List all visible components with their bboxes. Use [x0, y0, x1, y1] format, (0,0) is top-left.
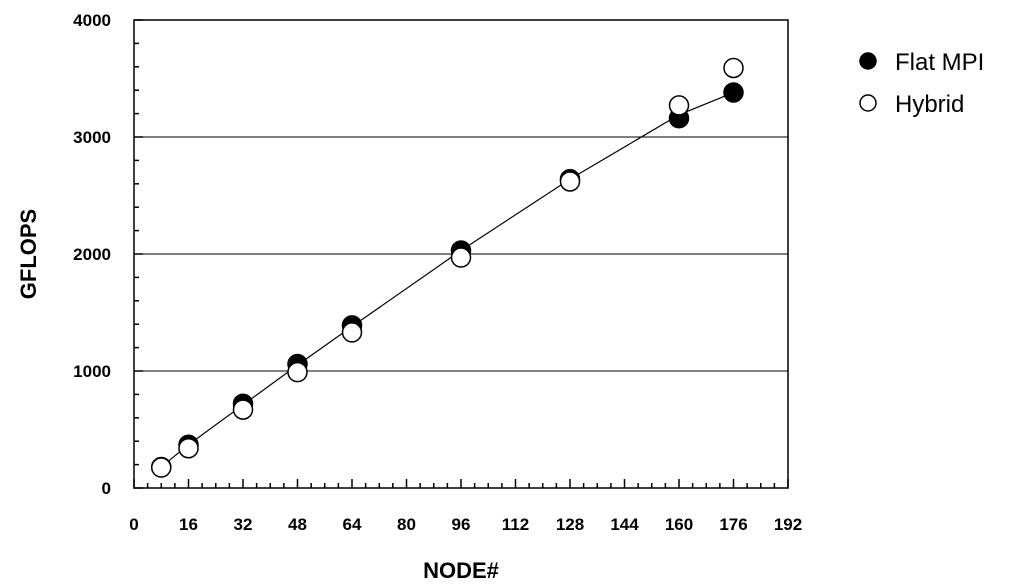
hybrid-point	[151, 457, 172, 478]
y-tick-label: 1000	[73, 362, 111, 381]
x-tick-label: 48	[288, 515, 307, 534]
y-tick-label: 0	[102, 479, 111, 498]
x-tick-label: 160	[665, 515, 693, 534]
y-tick-label: 4000	[73, 11, 111, 30]
legend-label-hybrid: Hybrid	[895, 91, 964, 118]
x-tick-label: 112	[502, 515, 529, 534]
hybrid-point	[559, 171, 581, 192]
x-tick-label: 192	[774, 515, 802, 534]
x-tick-label: 144	[610, 515, 639, 534]
y-tick-label: 2000	[73, 245, 111, 264]
legend: Flat MPI Hybrid	[859, 49, 984, 118]
hybrid-point	[450, 247, 472, 268]
hybrid-point	[232, 399, 254, 420]
x-axis-title: NODE#	[423, 558, 499, 583]
x-tick-label: 16	[179, 515, 198, 534]
x-tick-label: 176	[719, 515, 747, 534]
hybrid-point	[723, 57, 744, 79]
legend-marker-hybrid	[859, 94, 877, 112]
y-tick-labels: 0 1000 2000 3000 4000	[73, 11, 111, 498]
hybrid-point	[287, 361, 308, 383]
x-tick-label: 128	[556, 515, 584, 534]
legend-label-flat-mpi: Flat MPI	[895, 49, 984, 76]
y-tick-label: 3000	[73, 128, 111, 147]
x-tick-labels: 0 16 32 48 64 80 96 112 128 144 160 176 192	[129, 515, 802, 534]
y-axis-title: GFLOPS	[16, 209, 41, 299]
flat-mpi-point	[723, 82, 744, 103]
legend-marker-flat-mpi	[859, 52, 877, 70]
x-tick-label: 64	[343, 515, 362, 534]
x-tick-label: 0	[129, 515, 138, 534]
hybrid-point	[178, 437, 199, 459]
data-series	[151, 57, 744, 478]
hybrid-point	[341, 322, 363, 343]
hybrid-point	[668, 95, 690, 116]
axis-ticks	[133, 19, 789, 489]
x-tick-label: 96	[452, 515, 471, 534]
x-tick-label: 80	[397, 515, 416, 534]
x-tick-label: 32	[234, 515, 253, 534]
